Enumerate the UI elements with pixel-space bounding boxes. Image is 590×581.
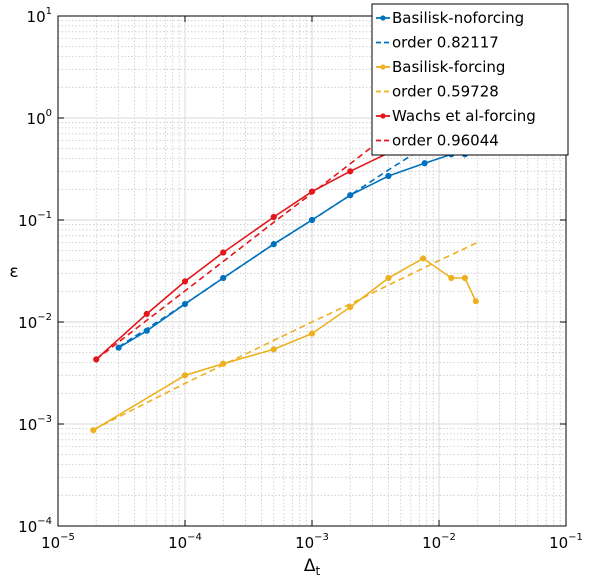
y-tick-base: 10 [18,212,37,230]
legend-item: Wachs et al-forcing [376,107,536,125]
x-tick-exponent: −1 [568,532,583,543]
x-tick-exponent: −4 [187,532,202,543]
legend-label: order 0.82117 [392,34,499,52]
data-point [385,172,392,180]
series-3 [90,255,479,434]
x-tick-label: 10−2 [422,532,456,552]
series-line [95,128,396,361]
data-point [270,346,277,353]
series-4 [93,241,478,431]
data-point [220,249,227,256]
legend-item: Basilisk-forcing [376,58,505,76]
legend-marker [380,113,386,119]
y-axis-label: ε [9,262,18,282]
legend-label: Basilisk-noforcing [392,9,524,27]
y-tick-base: 10 [18,314,37,332]
y-tick-exponent: −2 [37,312,52,323]
series-6 [95,128,396,361]
x-tick-label: 10−3 [295,532,329,552]
data-point [385,274,392,282]
data-point [420,255,427,262]
y-tick-base: 10 [18,416,37,434]
x-tick-exponent: −3 [314,532,329,543]
legend-label: order 0.96044 [392,132,499,150]
x-tick-base: 10 [549,534,568,552]
y-tick-base: 10 [18,518,37,536]
legend-label: order 0.59728 [392,83,499,101]
x-axis-label-main: Δ [304,556,316,576]
x-tick-label: 10−5 [41,532,75,552]
y-tick-exponent: −4 [37,516,52,527]
x-axis-label-sub: t [315,564,320,578]
y-tick-label: 100 [27,108,52,128]
x-tick-exponent: −5 [60,532,75,543]
y-tick-exponent: −1 [37,210,52,221]
data-point [143,310,150,318]
x-tick-exponent: −2 [441,532,456,543]
x-tick-base: 10 [168,534,187,552]
data-point [472,298,479,305]
y-tick-exponent: 0 [46,108,52,119]
legend-box [371,3,569,156]
y-tick-base: 10 [27,110,46,128]
legend-marker [380,64,386,70]
y-tick-base: 10 [27,8,46,26]
x-tick-label: 10−4 [168,532,202,552]
y-tick-label: 101 [27,6,52,26]
y-tick-label: 10−3 [18,414,52,434]
x-axis-label: Δt [304,556,321,578]
minor-grid [58,16,566,526]
x-tick-label: 10−1 [549,532,583,552]
legend-label: Basilisk-forcing [392,58,505,76]
y-tick-exponent: 1 [46,6,52,17]
y-tick-label: 10−2 [18,312,52,332]
y-tick-exponent: −3 [37,414,52,425]
legend-item: order 0.82117 [376,34,499,52]
data-point [347,168,354,175]
legend-item: order 0.59728 [376,83,499,101]
data-point [181,278,189,285]
legend-item: order 0.96044 [376,132,499,150]
series-line [93,241,478,431]
x-tick-base: 10 [422,534,441,552]
data-point [270,213,277,221]
y-tick-label: 10−1 [18,210,52,230]
axis-ticks [57,15,567,527]
legend-marker [380,15,386,21]
x-tick-base: 10 [41,534,60,552]
y-tick-label: 10−4 [18,516,52,536]
legend-item: Basilisk-noforcing [376,9,524,27]
data-point [181,372,189,379]
x-tick-labels: 10−5 10−4 10−3 10−2 10−1 [41,532,583,552]
legend-label: Wachs et al-forcing [392,107,536,125]
data-point [308,330,316,337]
data-point [461,274,469,282]
data-point [421,160,428,167]
series-line [95,146,402,360]
legend: Basilisk-noforcing order 0.82117 Basilisk-… [371,3,569,156]
data-point [448,274,455,282]
series-group [90,128,479,434]
x-tick-base: 10 [295,534,314,552]
